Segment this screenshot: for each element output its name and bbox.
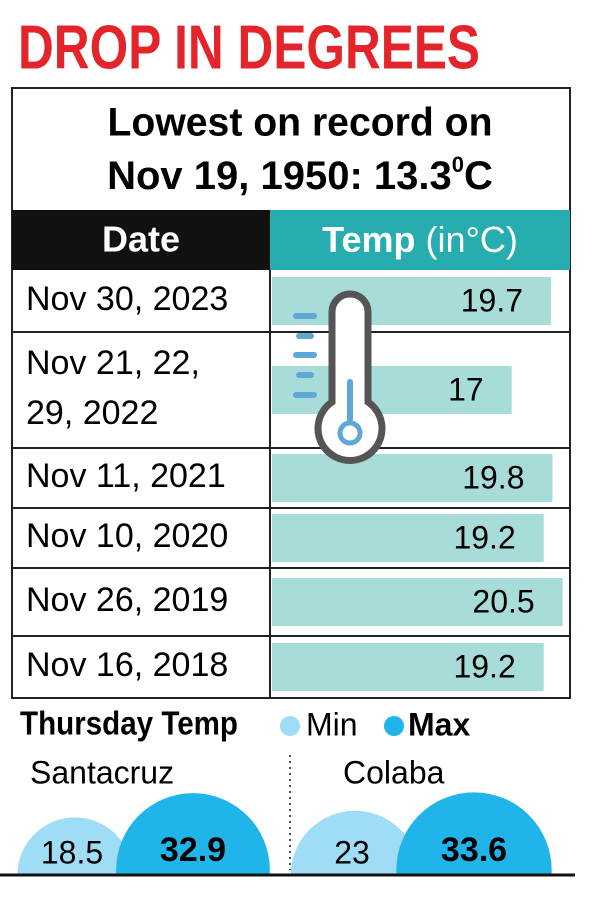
max-circle xyxy=(396,792,552,875)
temp-value: 19.2 xyxy=(453,648,515,684)
column-header-main: Temp xyxy=(322,219,415,260)
temp-bar xyxy=(272,643,544,691)
date-header-bg xyxy=(12,210,270,270)
temp-value: 19.7 xyxy=(461,282,523,318)
legend-swatch xyxy=(384,716,404,736)
temp-bar xyxy=(272,454,553,502)
subtitle: Lowest on record on xyxy=(108,101,493,145)
temp-value: 17 xyxy=(448,371,484,407)
temp-value: 20.5 xyxy=(472,583,534,619)
temp-value: 19.2 xyxy=(453,519,515,555)
min-circle xyxy=(17,817,133,875)
subtitle-text: Nov 19, 1950: 13.3 xyxy=(107,154,452,198)
station-name: Colaba xyxy=(343,754,445,790)
min-circle xyxy=(290,810,420,875)
station-name: Santacruz xyxy=(30,754,174,790)
date: Nov 30, 2023 xyxy=(26,280,228,318)
max-circle xyxy=(116,793,270,875)
temp-value: 19.8 xyxy=(462,459,524,495)
superscript: 0 xyxy=(452,152,464,177)
unit: C xyxy=(464,154,493,198)
subtitle: Nov 19, 1950: 13.30C xyxy=(107,152,493,198)
legend-label: Max xyxy=(408,706,470,742)
date: Nov 11, 2021 xyxy=(26,457,226,495)
min-value: 18.5 xyxy=(41,834,103,870)
temp-bar xyxy=(272,578,563,626)
date: Nov 26, 2019 xyxy=(26,581,228,619)
legend-label: Min xyxy=(306,706,358,742)
column-header: Date xyxy=(102,219,180,260)
thermometer-icon xyxy=(293,290,386,464)
date: Nov 21, 22, xyxy=(26,344,200,382)
column-header-unit: (in°C) xyxy=(425,219,517,260)
min-value: 23 xyxy=(334,834,370,870)
temp-bar xyxy=(272,514,544,562)
max-value: 32.9 xyxy=(160,831,226,869)
legend-swatch xyxy=(280,716,300,736)
column-header: Temp (in°C) xyxy=(322,219,518,260)
section-title: Thursday Temp xyxy=(20,705,238,742)
date: Nov 10, 2020 xyxy=(26,517,228,555)
date: 29, 2022 xyxy=(26,394,158,432)
temp-bar xyxy=(272,277,552,325)
title: DROP IN DEGREES xyxy=(18,13,480,82)
date: Nov 16, 2018 xyxy=(26,646,228,684)
temp-header-bg xyxy=(270,210,570,270)
max-value: 33.6 xyxy=(441,831,507,869)
